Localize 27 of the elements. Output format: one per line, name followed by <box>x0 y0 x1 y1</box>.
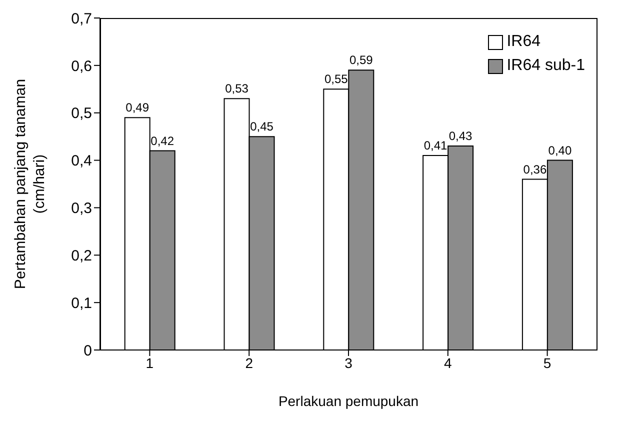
legend-label: IR64 sub-1 <box>506 56 585 76</box>
x-tick-label: 3 <box>344 354 353 371</box>
x-tick-label: 5 <box>543 354 552 371</box>
data-label: 0,42 <box>150 134 174 148</box>
data-label: 0,55 <box>324 72 348 86</box>
data-label: 0,45 <box>250 120 274 134</box>
y-tick-label: 0,5 <box>71 105 92 122</box>
x-axis-title: Perlakuan pemupukan <box>278 393 419 409</box>
y-tick-label: 0,4 <box>71 152 92 170</box>
y-tick-label: 0,2 <box>71 247 92 264</box>
y-tick-label: 0,6 <box>71 58 92 75</box>
data-label: 0,49 <box>126 100 150 115</box>
y-tick-label: 0,1 <box>71 294 92 312</box>
data-label: 0,43 <box>448 129 473 144</box>
y-tick-label: 0,7 <box>71 10 92 28</box>
x-tick-label: 4 <box>444 354 452 371</box>
data-label: 0,40 <box>548 143 572 158</box>
data-label: 0,36 <box>523 162 547 176</box>
x-tick-label: 1 <box>146 354 154 371</box>
legend-label: IR64 <box>506 32 541 52</box>
y-axis-title: Pertambahan panjang tanaman (cm/hari) <box>12 78 48 290</box>
y-tick-label: 0 <box>84 342 92 360</box>
data-label: 0,41 <box>424 138 448 153</box>
y-tick-label: 0,3 <box>71 200 92 218</box>
data-label: 0,53 <box>225 82 249 96</box>
data-label: 0,59 <box>349 53 374 68</box>
x-tick-label: 2 <box>245 354 254 371</box>
